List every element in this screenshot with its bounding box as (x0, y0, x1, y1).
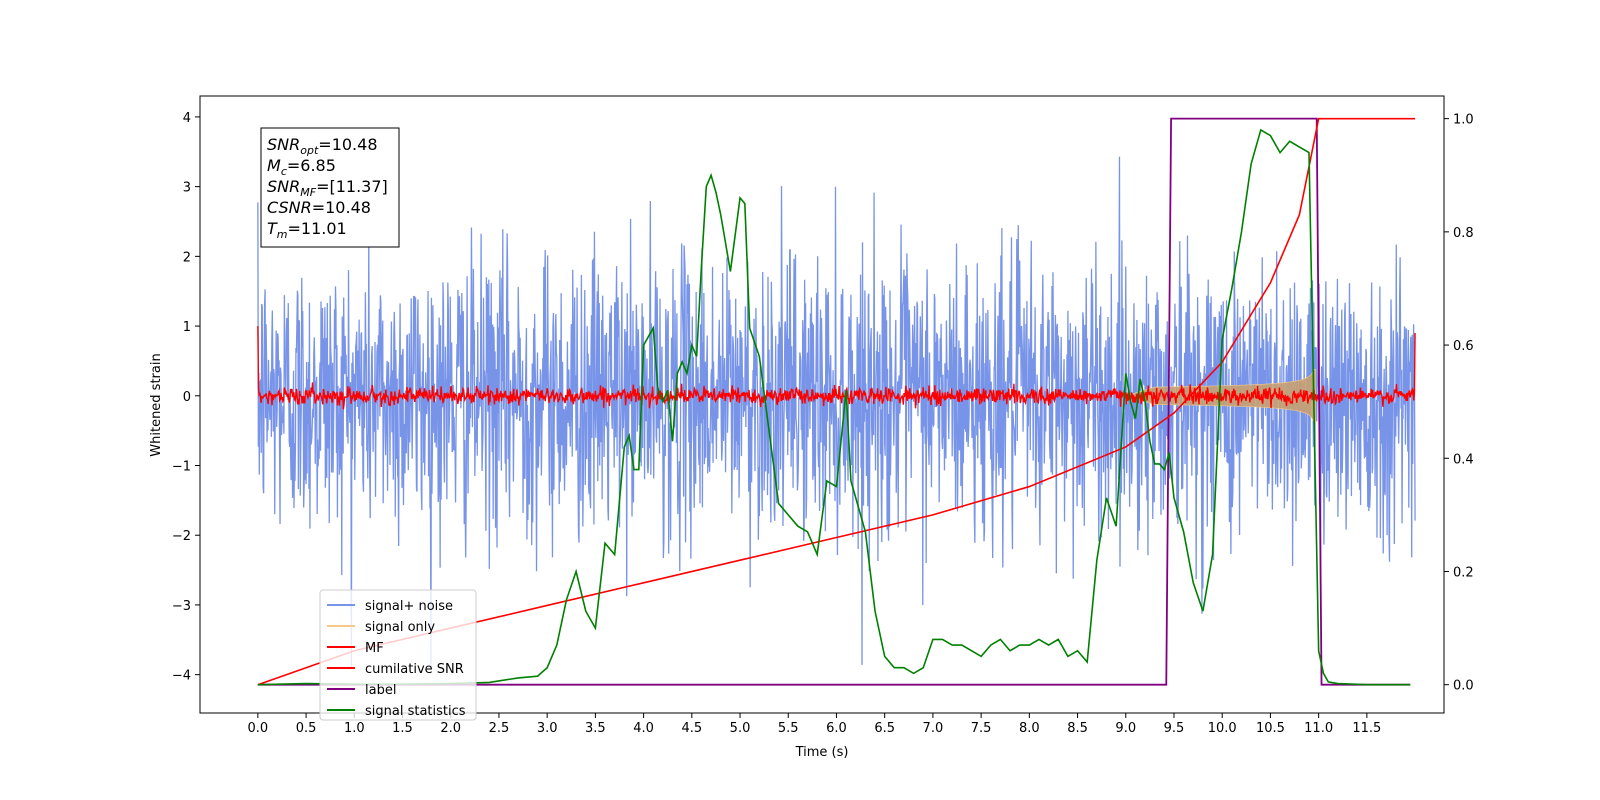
x-tick-label: 8.0 (1019, 721, 1040, 736)
x-tick-label: 4.5 (681, 721, 702, 736)
x-axis-label: Time (s) (795, 745, 849, 760)
mf-series (257, 326, 1416, 410)
mf-line (257, 326, 1416, 410)
stats-value: =10.48 (318, 135, 377, 154)
y2-tick-label: 0.4 (1453, 452, 1474, 467)
y-axis: 4 3 2 1 0 −1 −2 −3 −4 (172, 111, 200, 684)
cumulative-snr-series (257, 117, 1416, 686)
legend-entry: signal+ noise (365, 599, 453, 614)
y2-tick-label: 0.0 (1453, 679, 1474, 694)
x-tick-label: 1.0 (344, 721, 365, 736)
legend-frame (319, 589, 477, 721)
y-tick-label: −4 (172, 669, 191, 684)
x-tick-label: 1.5 (392, 721, 413, 736)
label-line (257, 117, 1411, 686)
y2-axis: 1.0 0.8 0.6 0.4 0.2 0.0 (1444, 113, 1474, 694)
cumulative-snr-line (257, 117, 1416, 686)
x-tick-label: 11.0 (1304, 721, 1333, 736)
stats-value: =10.48 (312, 198, 371, 217)
x-tick-label: 9.0 (1115, 721, 1136, 736)
stats-box: SNRopt=10.48Mc=6.85SNRMF=[11.37]CSNR=10.… (260, 127, 400, 248)
y2-tick-label: 1.0 (1453, 113, 1474, 128)
y-tick-label: 2 (183, 250, 191, 265)
stats-value: =[11.37] (316, 177, 388, 196)
stats-line: Mc=6.85 (267, 156, 336, 178)
signal-statistics-series (257, 128, 1411, 686)
legend-entry: signal only (365, 620, 435, 635)
plot-area (257, 117, 1416, 686)
stats-line: CSNR=10.48 (267, 198, 371, 217)
stats-line: SNRMF=[11.37] (267, 177, 388, 199)
stats-subscript: MF (300, 186, 316, 199)
stats-symbol: SNR (267, 177, 300, 196)
y-tick-label: −3 (172, 599, 191, 614)
legend-entry: signal statistics (365, 704, 466, 719)
plot-frame (199, 95, 1445, 714)
stats-line: SNRopt=10.48 (267, 135, 378, 157)
y2-tick-label: 0.2 (1453, 565, 1474, 580)
x-tick-label: 10.0 (1208, 721, 1237, 736)
stats-symbol: M (267, 156, 281, 175)
legend-entry: cumilative SNR (365, 662, 464, 677)
stats-subscript: m (277, 228, 288, 241)
x-tick-label: 8.5 (1067, 721, 1088, 736)
stats-value: =11.01 (288, 219, 347, 238)
x-tick-label: 6.0 (826, 721, 847, 736)
y-axis-label: Whitened strain (149, 353, 164, 456)
stats-symbol: T (267, 219, 278, 238)
y-tick-label: −2 (172, 529, 191, 544)
x-tick-label: 2.5 (489, 721, 510, 736)
x-tick-label: 3.5 (585, 721, 606, 736)
x-tick-label: 7.0 (923, 721, 944, 736)
x-tick-label: 5.5 (778, 721, 799, 736)
y-tick-label: −1 (172, 460, 191, 475)
label-series (257, 117, 1411, 686)
x-tick-label: 0.0 (248, 721, 269, 736)
stats-symbol: SNR (267, 135, 300, 154)
y-tick-label: 0 (183, 390, 191, 405)
y2-tick-label: 0.8 (1453, 226, 1474, 241)
stats-box-frame (260, 127, 400, 248)
legend-entry: MF (365, 641, 384, 656)
y-tick-label: 3 (183, 181, 191, 196)
stats-subscript: c (281, 165, 287, 178)
x-tick-label: 9.5 (1164, 721, 1185, 736)
x-tick-label: 3.0 (537, 721, 558, 736)
stats-subscript: opt (300, 144, 319, 157)
stats-line: Tm=11.01 (267, 219, 347, 241)
y2-tick-label: 0.6 (1453, 339, 1474, 354)
x-tick-label: 2.0 (440, 721, 461, 736)
stats-symbol: CSNR (267, 198, 312, 217)
x-tick-label: 7.5 (971, 721, 992, 736)
x-tick-label: 0.5 (296, 721, 317, 736)
x-tick-label: 6.5 (874, 721, 895, 736)
x-tick-label: 5.0 (730, 721, 751, 736)
stats-value: =6.85 (287, 156, 336, 175)
x-axis: 0.0 0.5 1.0 1.5 2.0 2.5 3.0 3.5 4.0 4.5 5.0 5.5 6.0 6… (248, 713, 1381, 736)
x-tick-label: 11.5 (1352, 721, 1381, 736)
legend: signal+ noise signal only MF cumilative SNR… (319, 589, 477, 721)
y-tick-label: 4 (183, 111, 191, 126)
signal-statistics-line (257, 128, 1411, 686)
x-tick-label: 4.0 (633, 721, 654, 736)
legend-entry: label (365, 683, 396, 698)
y-tick-label: 1 (183, 320, 191, 335)
x-tick-label: 10.5 (1256, 721, 1285, 736)
